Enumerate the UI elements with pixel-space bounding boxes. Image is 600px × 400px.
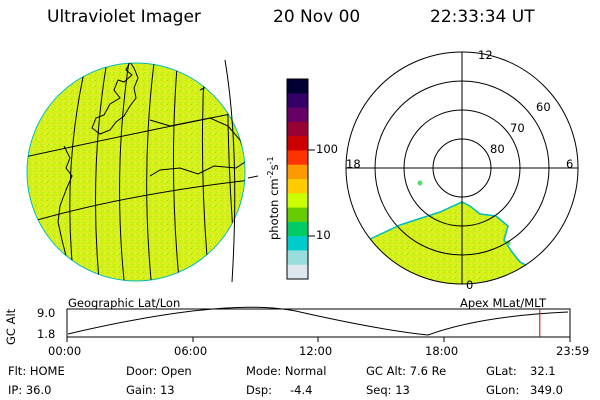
colorbar-segment [287, 107, 308, 123]
colorbar-segment [287, 164, 308, 180]
glon-label: GLon: [486, 383, 520, 397]
dsp-label: Dsp: [246, 383, 273, 397]
door-info: Door: Open [126, 364, 192, 378]
observation-time: 22:33:34 UT [430, 7, 535, 27]
colorbar-segment [287, 79, 308, 94]
colorbar-segment [287, 236, 308, 251]
x-tick-1200: 12:00 [299, 344, 333, 358]
gc-alt-axis-label: GC Alt [4, 308, 18, 345]
colorbar-segment [287, 250, 308, 266]
mlt-label-18: 18 [346, 157, 361, 171]
mlt-label-6: 6 [566, 157, 574, 171]
colorbar-segment [287, 179, 308, 194]
colorbar-segment [287, 136, 308, 151]
altitude-curve [67, 306, 569, 336]
flight-info: Flt: HOME [8, 364, 65, 378]
lat-label-80: 80 [490, 142, 505, 156]
x-tick-0600: 06:00 [174, 344, 208, 358]
colorbar-unit-label: photon cm-2s-1 [266, 156, 281, 240]
glon-value: 349.0 [530, 383, 563, 397]
mode-info: Mode: Normal [246, 364, 327, 378]
colorbar-tick-10: 10 [316, 228, 331, 242]
colorbar [286, 78, 315, 280]
auroral-oval-region [359, 201, 578, 284]
colorbar-segment [287, 207, 308, 223]
glat-label: GLat: [486, 364, 517, 378]
instrument-title: Ultraviolet Imager [47, 7, 201, 27]
lat-label-60: 60 [536, 100, 551, 114]
polar-plot [345, 51, 579, 285]
geographic-label: Geographic Lat/Lon [68, 296, 181, 310]
mlt-label-12: 12 [478, 48, 493, 62]
colorbar-segment [287, 264, 308, 280]
dsp-value: -4.4 [290, 383, 313, 397]
emission-spot [505, 240, 511, 246]
glat-value: 32.1 [530, 364, 556, 378]
altitude-timeline [66, 306, 571, 342]
colorbar-segment [287, 193, 308, 209]
colorbar-tick-100: 100 [316, 142, 338, 156]
apex-label: Apex MLat/MLT [460, 296, 547, 310]
colorbar-segment [287, 93, 308, 109]
x-tick-0000: 00:00 [48, 344, 82, 358]
colorbar-segment [287, 221, 308, 237]
gc-alt-info: GC Alt: 7.6 Re [366, 364, 447, 378]
mlt-label-0: 0 [466, 278, 474, 292]
lat-label-70: 70 [510, 121, 525, 135]
observation-date: 20 Nov 00 [273, 7, 361, 27]
colorbar-segment [287, 150, 308, 166]
x-tick-2359: 23:59 [556, 344, 590, 358]
geographic-disk [26, 62, 246, 282]
x-tick-1800: 18:00 [425, 344, 459, 358]
seq-info: Seq: 13 [366, 383, 410, 397]
gain-info: Gain: 13 [126, 383, 175, 397]
emission-spot [417, 180, 423, 186]
outer-meridian [224, 59, 236, 283]
colorbar-segment [287, 121, 308, 137]
y-max-label: 9.0 [37, 306, 56, 320]
y-min-label: 1.8 [37, 327, 56, 341]
ip-info: IP: 36.0 [8, 383, 52, 397]
lat-lon-grid [27, 63, 245, 281]
